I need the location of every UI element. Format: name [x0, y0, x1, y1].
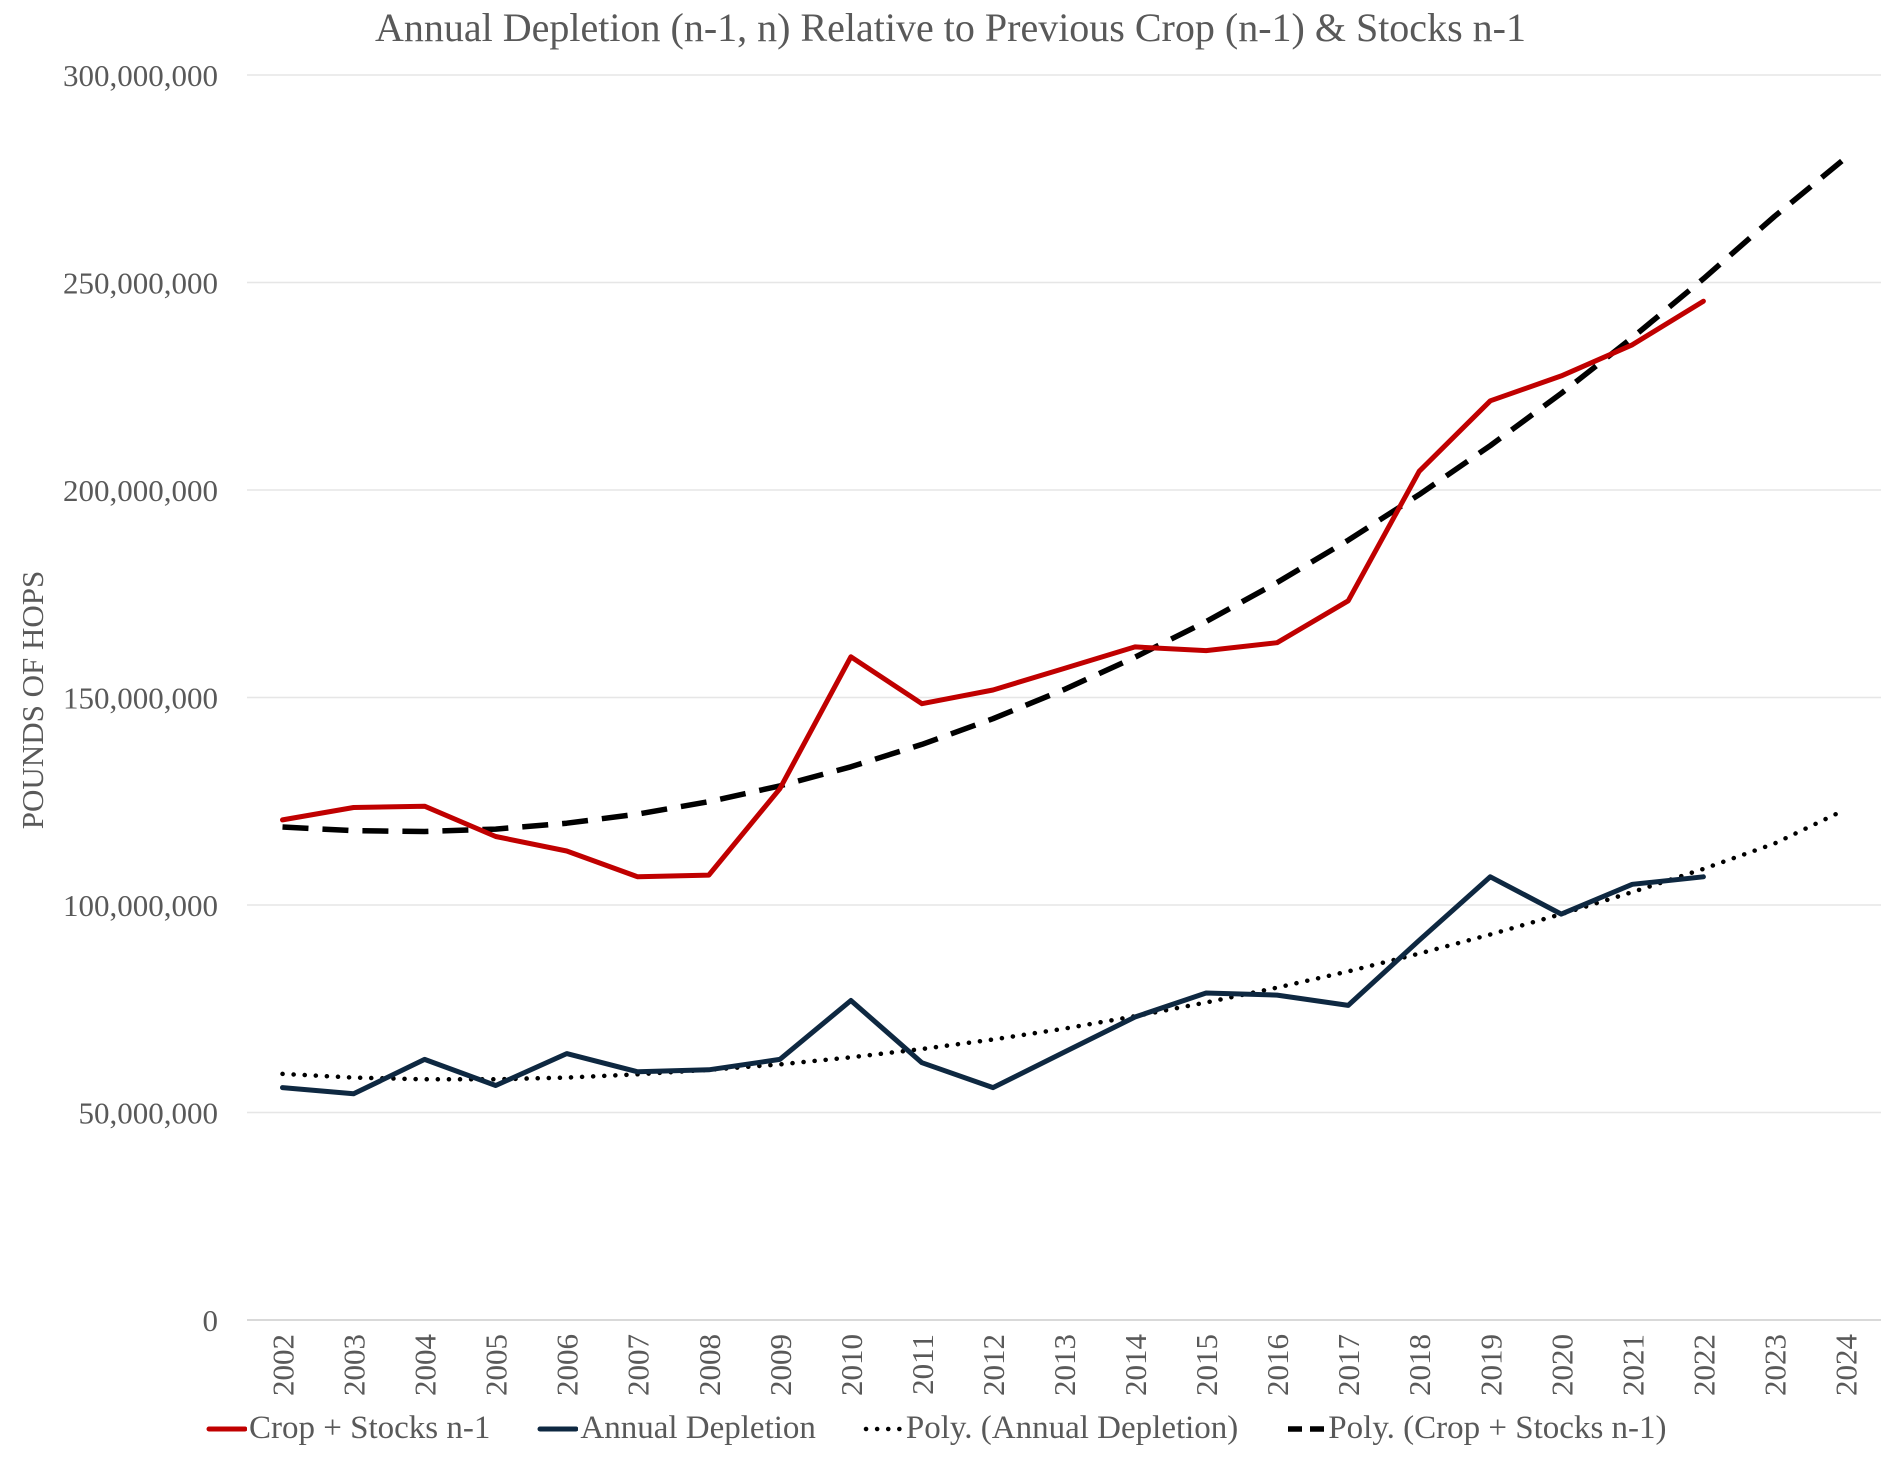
y-tick-label: 250,000,000 [63, 266, 218, 301]
x-tick-label: 2021 [1615, 1334, 1650, 1396]
gridlines [247, 74, 1881, 1321]
series-line-poly-annual-depletion [280, 807, 1848, 1082]
series-line-crop-stocks-n-1 [280, 298, 1706, 880]
line-chart: 0 50,000,000 100,000,000 150,000,000 200,000… [15, 58, 1881, 1397]
legend-item: Poly. (Crop + Stocks n-1) [1284, 1410, 1667, 1447]
y-tick-label: 150,000,000 [63, 681, 218, 716]
y-tick-label: 100,000,000 [63, 888, 218, 923]
x-tick-label: 2014 [1118, 1334, 1153, 1397]
legend-label: Poly. (Crop + Stocks n-1) [1328, 1410, 1667, 1446]
chart-title: Annual Depletion (n-1, n) Relative to Pr… [375, 5, 1526, 50]
x-tick-label: 2013 [1047, 1334, 1082, 1396]
series-line-annual-depletion [280, 874, 1706, 1097]
x-tick-label: 2008 [692, 1334, 727, 1396]
y-tick-label: 0 [203, 1303, 219, 1338]
y-tick-label: 200,000,000 [63, 473, 218, 508]
x-tick-label: 2004 [408, 1334, 443, 1397]
x-tick-label: 2012 [976, 1334, 1011, 1396]
x-tick-label: 2010 [834, 1334, 869, 1396]
x-tick-label: 2023 [1757, 1334, 1792, 1396]
y-axis-label: POUNDS OF HOPS [15, 571, 50, 829]
legend-label: Crop + Stocks n-1 [249, 1410, 491, 1446]
x-tick-label: 2018 [1402, 1334, 1437, 1396]
x-tick-label: 2015 [1189, 1334, 1224, 1396]
y-tick-label: 50,000,000 [79, 1096, 219, 1131]
x-tick-label: 2011 [905, 1334, 940, 1395]
x-tick-label: 2019 [1473, 1334, 1508, 1396]
legend-label: Annual Depletion [580, 1410, 816, 1446]
x-tick-label: 2002 [266, 1334, 301, 1396]
x-tick-label: 2016 [1260, 1334, 1295, 1396]
legend-swatch [537, 1426, 579, 1431]
series-lines [280, 155, 1848, 1097]
x-tick-label: 2022 [1686, 1334, 1721, 1396]
x-tick-label: 2020 [1544, 1334, 1579, 1396]
x-tick-label: 2017 [1331, 1334, 1366, 1396]
y-axis-ticks: 0 50,000,000 100,000,000 150,000,000 200,000… [63, 58, 218, 1338]
legend-label: Poly. (Annual Depletion) [905, 1410, 1239, 1446]
x-tick-label: 2009 [763, 1334, 798, 1396]
x-tick-label: 2003 [337, 1334, 372, 1396]
legend-swatch [1288, 1425, 1325, 1432]
x-tick-label: 2005 [479, 1334, 514, 1396]
x-tick-label: 2007 [621, 1334, 656, 1396]
legend-item: Poly. (Annual Depletion) [862, 1410, 1238, 1447]
y-tick-label: 300,000,000 [63, 58, 218, 93]
x-tick-label: 2006 [550, 1334, 585, 1396]
legend-item: Crop + Stocks n-1 [205, 1410, 490, 1447]
legend-swatch [206, 1426, 247, 1431]
series-line-poly-crop-stocks-n-1 [282, 155, 1848, 835]
legend-swatch [863, 1426, 904, 1431]
legend-item: Annual Depletion [536, 1410, 816, 1447]
x-axis: 2002 2003 2004 2005 2006 2007 2008 2009 2010 2011… [266, 1334, 1864, 1397]
x-tick-label: 2024 [1828, 1334, 1863, 1397]
legend: Crop + Stocks n-1 Annual Depletion Poly. (… [205, 1410, 1667, 1447]
